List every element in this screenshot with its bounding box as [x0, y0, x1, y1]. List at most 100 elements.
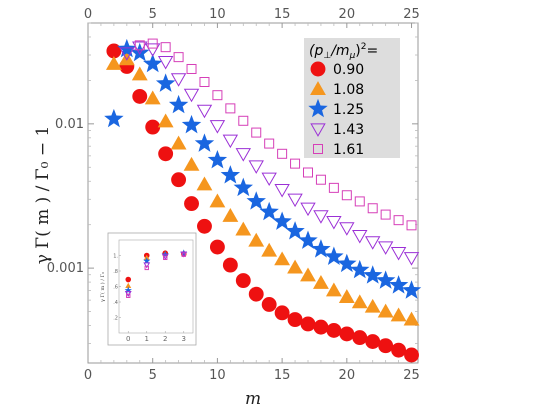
data-point	[378, 338, 394, 354]
data-point	[377, 303, 394, 318]
data-point	[285, 221, 305, 240]
data-point	[143, 53, 163, 73]
legend-marker	[313, 144, 323, 154]
legend-marker	[310, 81, 326, 95]
inset-x-tick-label: 3	[182, 335, 186, 343]
data-point	[365, 334, 381, 349]
legend-entries: 0.90 1.08 1.25 1.43 1.61	[308, 61, 364, 158]
legend-title: (p⊥/mμ)2=	[309, 42, 378, 61]
x-tick-label: 0	[84, 368, 92, 383]
data-point	[170, 135, 187, 150]
data-point	[339, 326, 355, 342]
data-point	[160, 42, 171, 53]
data-point	[238, 115, 249, 126]
data-point	[406, 220, 417, 231]
data-point	[290, 158, 301, 169]
data-point	[350, 259, 370, 279]
data-point	[186, 63, 197, 74]
x-axis-label: m	[245, 389, 261, 409]
data-point	[380, 209, 391, 220]
legend-marker	[310, 61, 326, 77]
data-point	[173, 52, 184, 63]
data-point	[158, 146, 174, 162]
x-tick-label-top: 15	[274, 7, 291, 22]
data-point	[391, 342, 407, 358]
data-point	[261, 297, 277, 312]
legend-label: 1.43	[333, 122, 364, 138]
data-point	[194, 133, 215, 152]
x-tick-label: 15	[274, 368, 291, 383]
legend-label: 0.90	[333, 62, 364, 78]
data-point	[377, 241, 394, 255]
data-point	[196, 176, 213, 191]
plot-frame	[87, 22, 419, 364]
data-point	[106, 43, 122, 59]
data-point	[264, 138, 275, 149]
x-tick-label-top: 25	[403, 7, 420, 22]
data-point	[287, 193, 303, 208]
data-point	[390, 307, 407, 322]
data-point	[171, 172, 187, 188]
data-point	[225, 103, 236, 114]
data-point	[274, 305, 290, 321]
inset-frame	[107, 232, 197, 346]
data-point	[313, 274, 329, 289]
data-point	[145, 119, 161, 135]
data-point	[367, 203, 378, 214]
data-point	[157, 55, 174, 70]
data-point	[403, 252, 420, 266]
data-point	[403, 311, 420, 326]
data-point	[300, 316, 316, 332]
data-point	[363, 265, 383, 284]
data-point	[311, 239, 331, 258]
data-point	[287, 312, 303, 328]
inset-data-point	[124, 286, 132, 294]
inset-data-point	[163, 255, 168, 261]
inset-data-point	[143, 257, 151, 265]
data-point	[365, 236, 381, 250]
legend: (p⊥/mμ)2= 0.90 1.08 1.25 1.43 1.61	[304, 38, 400, 158]
data-points	[104, 38, 422, 363]
inset-axis-ticks: 0 1 2 3 .2 .4 .6 .8 1.	[113, 254, 186, 344]
data-point	[261, 242, 278, 257]
data-point	[119, 47, 135, 61]
data-point	[184, 196, 199, 212]
data-point	[351, 294, 368, 309]
data-point	[326, 322, 342, 338]
legend-label: 1.08	[333, 82, 364, 98]
data-point	[300, 267, 316, 282]
inset-y-tick-label: .6	[113, 285, 118, 291]
inset-y-tick-label: 1.	[113, 254, 118, 260]
data-point	[235, 148, 251, 162]
data-point	[134, 40, 145, 51]
data-point	[170, 73, 187, 87]
data-point	[401, 280, 422, 299]
x-tick-label-top: 20	[339, 7, 356, 22]
inset-data-point	[126, 293, 131, 298]
data-point	[199, 77, 210, 88]
data-point	[132, 88, 148, 104]
data-point	[209, 120, 226, 134]
data-point	[168, 94, 189, 114]
data-point	[303, 167, 313, 178]
inset-x-tick-label: 2	[163, 335, 167, 343]
data-point	[259, 201, 279, 221]
data-point	[300, 202, 316, 217]
x-tick-label: 20	[339, 368, 356, 383]
data-point	[364, 298, 381, 313]
data-point	[233, 177, 253, 197]
inset-y-axis-label: γ Γ( m ) / Γ₀	[99, 272, 106, 302]
data-point	[261, 172, 277, 187]
data-point	[352, 229, 368, 244]
inset-data-point	[143, 262, 151, 269]
data-point	[155, 73, 176, 92]
y-tick-label: 0.001	[47, 261, 84, 276]
inset-data-point	[144, 265, 149, 271]
data-point	[274, 251, 291, 266]
data-point	[212, 90, 223, 101]
data-point	[251, 127, 262, 138]
data-point	[220, 165, 241, 184]
x-tick-label: 10	[209, 368, 226, 383]
data-point	[338, 289, 355, 304]
